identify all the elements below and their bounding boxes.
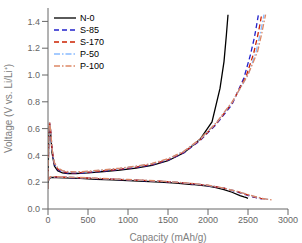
svg-text:3000: 3000 xyxy=(278,215,294,225)
svg-text:Capacity (mAh/g): Capacity (mAh/g) xyxy=(129,232,206,243)
svg-text:1.4: 1.4 xyxy=(27,17,40,27)
svg-text:2500: 2500 xyxy=(238,215,258,225)
svg-text:0.2: 0.2 xyxy=(27,177,40,187)
html-text:S-170: S-170 xyxy=(80,37,104,47)
html-text:P-100: P-100 xyxy=(80,61,104,71)
svg-text:1500: 1500 xyxy=(158,215,178,225)
svg-text:0: 0 xyxy=(45,215,50,225)
svg-text:0.6: 0.6 xyxy=(27,124,40,134)
html-text:S-85: S-85 xyxy=(80,25,99,35)
svg-text:1.2: 1.2 xyxy=(27,43,40,53)
svg-text:500: 500 xyxy=(80,215,95,225)
svg-text:2000: 2000 xyxy=(198,215,218,225)
html-text:P-50: P-50 xyxy=(80,49,99,59)
svg-text:0.4: 0.4 xyxy=(27,151,40,161)
svg-text:0.8: 0.8 xyxy=(27,97,40,107)
svg-text:Voltage (V vs. Li/Li⁺): Voltage (V vs. Li/Li⁺) xyxy=(8,64,14,153)
svg-text:1000: 1000 xyxy=(118,215,138,225)
html-text:N-0: N-0 xyxy=(80,13,95,23)
svg-text:1.0: 1.0 xyxy=(27,70,40,80)
svg-text:0.0: 0.0 xyxy=(27,204,40,214)
